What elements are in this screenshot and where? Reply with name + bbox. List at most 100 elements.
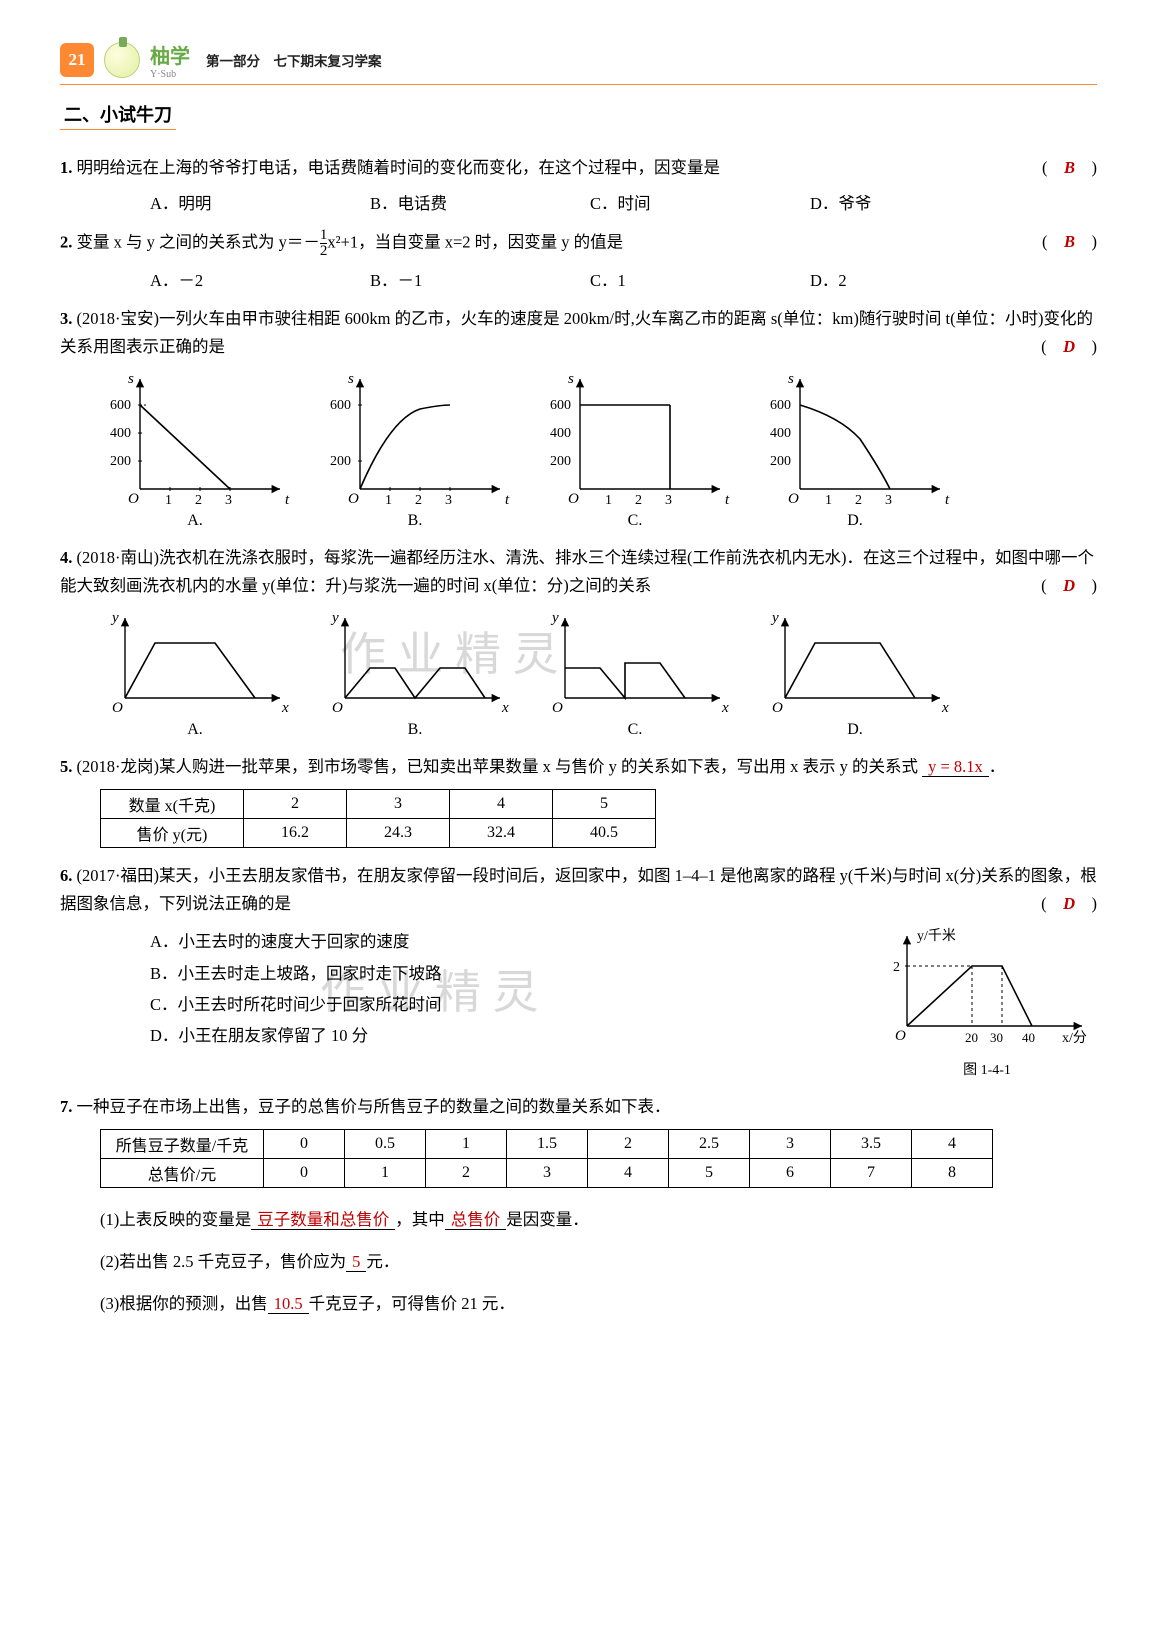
- q4-chart-b-svg: x y O: [320, 608, 510, 718]
- axis-label-x: x: [941, 700, 949, 716]
- q5-answer: y = 8.1x: [922, 757, 989, 777]
- axis-label-y: s: [568, 371, 574, 387]
- ytick: 200: [330, 454, 351, 469]
- ytick-200: 200: [110, 454, 131, 469]
- q4-chart-a: x y O A.: [100, 608, 290, 739]
- q7-sub1-ans2: 总售价: [445, 1210, 507, 1230]
- q6-answer: D: [1063, 894, 1075, 913]
- question-6: 6. (2017·福田)某天，小王去朋友家借书，在朋友家停留一段时间后，返回家中…: [60, 862, 1097, 918]
- q3-chart-d-label: D.: [760, 512, 950, 530]
- xtick: 40: [1022, 1030, 1035, 1045]
- xtick: 2: [855, 493, 862, 508]
- xtick: 3: [665, 493, 672, 508]
- question-4: 4. (2018·南山)洗衣机在洗涤衣服时，每浆洗一遍都经历注水、清洗、排水三个…: [60, 544, 1097, 600]
- q6-opt-b: B．小王去时走上坡路，回家时走下坡路: [150, 958, 877, 989]
- table-cell: 8: [912, 1159, 993, 1188]
- ytick-600: 600: [110, 398, 131, 413]
- breadcrumb: 第一部分 七下期末复习学案: [206, 50, 382, 70]
- table-cell: 1.5: [507, 1130, 588, 1159]
- q3-chart-c-label: C.: [540, 512, 730, 530]
- q2-answer-paren: ( B ): [1042, 228, 1097, 256]
- q4-chart-b: x y O B.: [320, 608, 510, 739]
- table-cell: 1: [426, 1130, 507, 1159]
- axis-label-x: t: [945, 492, 950, 508]
- q6-chart-caption: 图 1-4-1: [877, 1059, 1097, 1079]
- xtick: 2: [415, 493, 422, 508]
- table-cell: 0: [264, 1159, 345, 1188]
- q5-r2-label: 售价 y(元): [101, 819, 244, 848]
- q7-sub2: (2)若出售 2.5 千克豆子，售价应为5元．: [100, 1248, 1097, 1272]
- xtick: 30: [990, 1030, 1003, 1045]
- table-cell: 5: [553, 790, 656, 819]
- q4-charts-row: 作 业 精 灵 x y O A. x y O B.: [100, 608, 1097, 739]
- q4-chart-d-svg: x y O: [760, 608, 950, 718]
- q2-prefix: 变量 x 与 y 之间的关系式为 y＝－: [77, 232, 320, 251]
- axis-label-y: y: [110, 610, 119, 626]
- table-cell: 2: [244, 790, 347, 819]
- q2-options: A．－2 B．－1 C．1 D．2: [150, 267, 1097, 291]
- axis-label-y: y/千米: [917, 928, 956, 944]
- q7-table: 所售豆子数量/千克 0 0.5 1 1.5 2 2.5 3 3.5 4 总售价/…: [100, 1129, 993, 1188]
- xtick: 1: [825, 493, 832, 508]
- q7-sub2-post: 元．: [366, 1252, 399, 1271]
- section-title: 二、小试牛刀: [60, 99, 176, 130]
- q3-answer: D: [1063, 337, 1075, 356]
- table-cell: 4: [588, 1159, 669, 1188]
- q1-answer-paren: ( B ): [1042, 154, 1097, 182]
- q4-chart-c: x y O C.: [540, 608, 730, 739]
- table-cell: 2.5: [669, 1130, 750, 1159]
- xtick: 1: [605, 493, 612, 508]
- q7-sub1-post: 是因变量．: [506, 1210, 589, 1229]
- brand-block: 柚学 Y·Sub: [150, 40, 190, 80]
- table-cell: 4: [450, 790, 553, 819]
- q6-answer-paren: ( D ): [1041, 890, 1097, 918]
- question-1: 1. 明明给远在上海的爷爷打电话，电话费随着时间的变化而变化，在这个过程中，因变…: [60, 154, 1097, 182]
- q2-num: 2.: [60, 232, 72, 251]
- ytick: 400: [550, 426, 571, 441]
- table-row: 所售豆子数量/千克 0 0.5 1 1.5 2 2.5 3 3.5 4: [101, 1130, 993, 1159]
- xtick: 2: [635, 493, 642, 508]
- axis-label-x: t: [725, 492, 730, 508]
- xtick: 3: [445, 493, 452, 508]
- q1-opt-a: A．明明: [150, 190, 370, 214]
- page-header: 21 柚学 Y·Sub 第一部分 七下期末复习学案: [60, 40, 1097, 85]
- q6-text: (2017·福田)某天，小王去朋友家借书，在朋友家停留一段时间后，返回家中，如图…: [60, 866, 1097, 913]
- q7-r1-label: 所售豆子数量/千克: [101, 1130, 264, 1159]
- q3-chart-a: t s 600 400 200 1 2 3 O A.: [100, 369, 290, 530]
- q6-body: 作 业 精 灵 A．小王去时的速度大于回家的速度 B．小王去时走上坡路，回家时走…: [60, 926, 1097, 1079]
- table-cell: 0: [264, 1130, 345, 1159]
- axis-label-y: y: [330, 610, 339, 626]
- q4-chart-b-label: B.: [320, 721, 510, 739]
- page-number-badge: 21: [60, 43, 94, 77]
- q4-num: 4.: [60, 548, 72, 567]
- q6-num: 6.: [60, 866, 72, 885]
- q4-chart-a-label: A.: [100, 721, 290, 739]
- q1-opt-b: B．电话费: [370, 190, 590, 214]
- q3-chart-b-svg: t s 600 200 1 2 3 O: [320, 369, 510, 509]
- q7-sub2-ans: 5: [346, 1252, 366, 1272]
- ytick: 600: [330, 398, 351, 413]
- question-7: 7. 一种豆子在市场上出售，豆子的总售价与所售豆子的数量之间的数量关系如下表．: [60, 1093, 1097, 1121]
- table-row: 售价 y(元) 16.2 24.3 32.4 40.5: [101, 819, 656, 848]
- axis-label-y: y: [550, 610, 559, 626]
- xtick-3: 3: [225, 493, 232, 508]
- ytick: 2: [893, 960, 900, 975]
- q2-opt-a: A．－2: [150, 267, 370, 291]
- q7-sub3-ans: 10.5: [268, 1294, 309, 1314]
- q1-answer: B: [1064, 158, 1075, 177]
- q2-opt-c: C．1: [590, 267, 810, 291]
- origin-label: O: [332, 700, 343, 716]
- q4-text: (2018·南山)洗衣机在洗涤衣服时，每浆洗一遍都经历注水、清洗、排水三个连续过…: [60, 548, 1094, 595]
- q7-r2-label: 总售价/元: [101, 1159, 264, 1188]
- table-cell: 2: [588, 1130, 669, 1159]
- q3-chart-b-label: B.: [320, 512, 510, 530]
- q4-chart-d: x y O D.: [760, 608, 950, 739]
- xtick: 20: [965, 1030, 978, 1045]
- table-cell: 5: [669, 1159, 750, 1188]
- table-row: 数量 x(千克) 2 3 4 5: [101, 790, 656, 819]
- xtick-1: 1: [165, 493, 172, 508]
- table-cell: 3: [347, 790, 450, 819]
- ytick-400: 400: [110, 426, 131, 441]
- q3-chart-a-svg: t s 600 400 200 1 2 3 O: [100, 369, 290, 509]
- q7-text: 一种豆子在市场上出售，豆子的总售价与所售豆子的数量之间的数量关系如下表．: [77, 1097, 671, 1116]
